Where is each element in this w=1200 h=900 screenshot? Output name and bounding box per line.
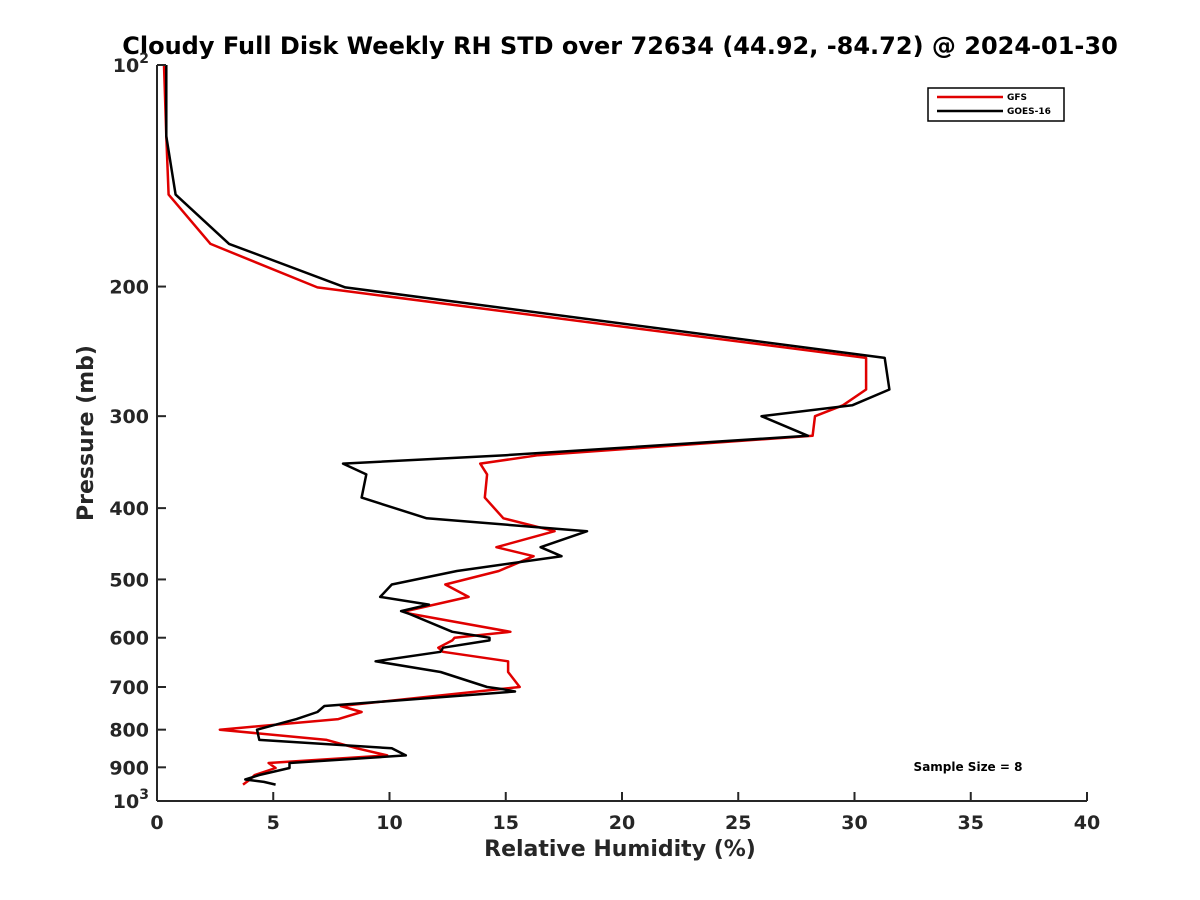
x-axis-label: Relative Humidity (%) (484, 837, 756, 862)
x-tick-label: 40 (1074, 812, 1100, 834)
y-tick-label: 103 (113, 787, 149, 813)
y-tick-label: 800 (109, 720, 149, 742)
x-tick-label: 25 (725, 812, 751, 834)
legend-label-goes16: GOES-16 (1007, 107, 1051, 117)
x-tick-label: 15 (493, 812, 519, 834)
y-tick-label: 300 (109, 406, 149, 428)
y-tick-label: 500 (109, 569, 149, 591)
x-tick-label: 10 (376, 812, 402, 834)
y-ticks: 102 200 300 400 500 600 700 800 900 103 (109, 51, 166, 813)
y-axis-label: Pressure (mb) (74, 345, 99, 521)
x-tick-label: 30 (841, 812, 867, 834)
legend-box (927, 87, 1065, 122)
sample-size-annotation: Sample Size = 8 (914, 760, 1023, 774)
x-tick-label: 5 (267, 812, 280, 834)
x-tick-label: 0 (150, 812, 163, 834)
legend-label-gfs: GFS (1007, 93, 1027, 103)
y-tick-label: 400 (109, 498, 149, 520)
y-tick-label: 102 (113, 51, 149, 77)
x-tick-label: 20 (609, 812, 635, 834)
y-tick-label: 600 (109, 628, 149, 650)
series-line-goes16 (165, 65, 891, 786)
y-tick-label: 200 (109, 277, 149, 299)
x-tick-label: 35 (958, 812, 984, 834)
y-tick-label: 900 (109, 757, 149, 779)
y-tick-label: 700 (109, 677, 149, 699)
series-line-gfs (162, 64, 868, 786)
legend: GFS GOES-16 (927, 87, 1065, 122)
chart-title: Cloudy Full Disk Weekly RH STD over 7263… (122, 32, 1118, 60)
x-ticks: 0 5 10 15 20 25 30 35 40 (150, 792, 1100, 834)
series-layer (162, 64, 891, 786)
